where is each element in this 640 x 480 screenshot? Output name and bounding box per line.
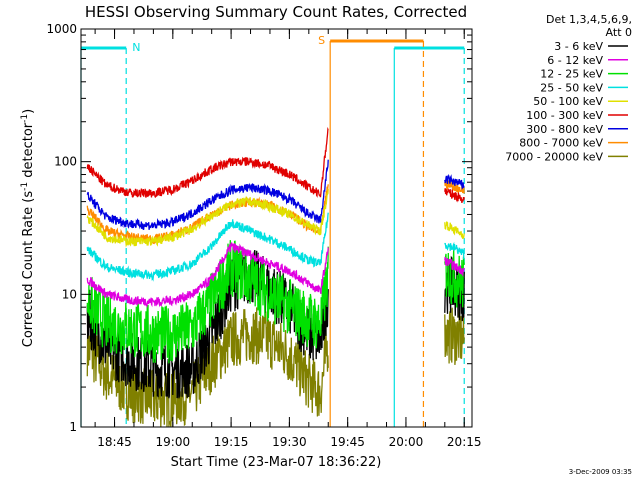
y-axis-label-main: Corrected Count Rate (s <box>21 191 36 348</box>
y-axis: 1 10 100 1000 <box>46 22 472 434</box>
y-axis-label-sup1: -1 <box>20 182 30 191</box>
y-axis-label-end: ) <box>21 109 36 114</box>
legend-label: 7000 - 20000 keV <box>505 150 603 163</box>
series-line-1-seg-1 <box>444 256 465 278</box>
y-tick-label: 1 <box>69 420 77 434</box>
x-tick-label: 19:15 <box>214 435 249 449</box>
x-axis: 18:45 19:00 19:15 19:30 19:45 20:00 20:15 <box>94 29 482 449</box>
x-tick-label: 19:00 <box>156 435 191 449</box>
legend-label: 300 - 800 keV <box>526 123 603 136</box>
series-line-6-seg-1 <box>444 173 465 190</box>
y-tick-label: 10 <box>62 287 77 301</box>
series-lines <box>86 126 465 428</box>
legend-title: Det 1,3,4,5,6,9, <box>546 13 632 26</box>
x-axis-label: Start Time (23-Mar-07 18:36:22) <box>171 455 382 470</box>
series-line-5-seg-0 <box>86 126 329 199</box>
legend-label: 3 - 6 keV <box>554 40 603 53</box>
series-line-4-seg-0 <box>86 188 329 248</box>
y-axis-label-sup2: -1 <box>20 114 30 123</box>
y-axis-label: Corrected Count Rate (s-1 detector-1) <box>20 109 36 347</box>
legend-label: 50 - 100 keV <box>533 95 603 108</box>
series-line-2-seg-0 <box>86 240 329 364</box>
y-tick-label: 1000 <box>46 22 77 36</box>
x-tick-label: 20:00 <box>389 435 424 449</box>
x-tick-label: 19:30 <box>272 435 307 449</box>
series-line-5-seg-1 <box>444 187 465 204</box>
legend-label: 800 - 7000 keV <box>519 137 603 150</box>
series-line-3-seg-0 <box>86 212 329 282</box>
x-tick-label: 18:45 <box>97 435 132 449</box>
series-line-8-seg-1 <box>444 307 465 365</box>
legend-label: 100 - 300 keV <box>526 109 603 122</box>
series-line-6-seg-0 <box>86 159 329 231</box>
legend-label: 6 - 12 keV <box>547 54 603 67</box>
chart-title: HESSI Observing Summary Count Rates, Cor… <box>85 3 467 21</box>
series-line-4-seg-1 <box>444 221 465 239</box>
legend-label: 12 - 25 keV <box>540 68 603 81</box>
footer-date: 3-Dec-2009 03:35 <box>569 468 632 476</box>
legend-attenuator: Att 0 <box>606 26 632 39</box>
series-line-3-seg-1 <box>444 241 465 260</box>
plot-frame <box>80 28 473 428</box>
series-line-8-seg-0 <box>86 307 329 428</box>
series-line-1-seg-0 <box>86 241 329 308</box>
y-tick-label: 100 <box>54 155 77 169</box>
saa-marker-label: S <box>318 34 325 47</box>
legend-label: 25 - 50 keV <box>540 81 603 94</box>
y-axis-label-mid: detector <box>21 122 36 182</box>
x-tick-label: 19:45 <box>330 435 365 449</box>
night-marker-label: N <box>132 41 140 54</box>
series-line-7-seg-1 <box>444 179 465 194</box>
x-tick-label: 20:15 <box>447 435 482 449</box>
